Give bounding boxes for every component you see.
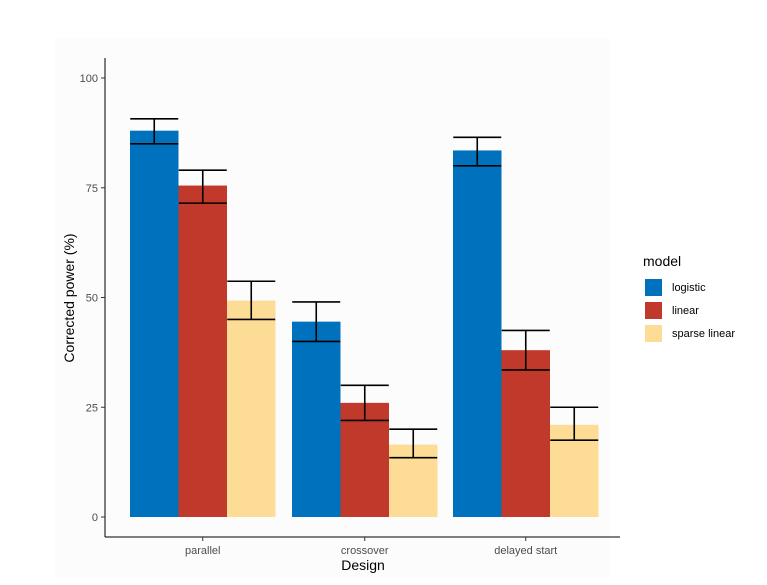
legend-swatch — [645, 325, 662, 342]
legend-item-logistic: logistic — [645, 279, 706, 296]
error-bar-linear-crossover — [340, 384, 389, 422]
y-tick-label: 0 — [92, 512, 98, 524]
error-bar-logistic-crossover — [292, 301, 341, 343]
legend-label: logistic — [672, 282, 706, 294]
bars-layer — [130, 130, 599, 517]
error-bar-linear-delayed-start — [501, 329, 550, 371]
error-bar-sparse-linear-parallel — [227, 280, 276, 321]
legend-label: sparse linear — [672, 328, 735, 340]
legend-title: model — [643, 253, 681, 269]
y-tick-label: 25 — [86, 402, 98, 414]
x-tick-label: parallel — [185, 545, 220, 557]
x-ticks: parallel crossover delayed start — [185, 537, 557, 557]
legend-swatch — [645, 302, 662, 319]
x-axis-title: Design — [341, 557, 385, 573]
legend: model logistic linear sparse linear — [643, 253, 735, 342]
error-bar-sparse-linear-crossover — [389, 428, 438, 459]
y-ticks: 0 25 50 75 100 — [80, 73, 105, 524]
error-bars-layer — [130, 118, 599, 459]
bar-linear-parallel — [178, 185, 227, 517]
y-tick-label: 100 — [80, 73, 98, 85]
bar-linear-crossover — [340, 402, 389, 517]
error-bar-logistic-delayed-start — [453, 136, 502, 167]
x-tick-label: delayed start — [494, 545, 557, 557]
legend-item-linear: linear — [645, 302, 699, 319]
y-tick-label: 50 — [86, 293, 98, 305]
legend-label: linear — [672, 305, 699, 317]
error-bar-logistic-parallel — [130, 118, 179, 145]
bar-logistic-delayed-start — [453, 150, 502, 517]
error-bar-linear-parallel — [178, 169, 227, 204]
legend-swatch — [645, 279, 662, 296]
bar-logistic-crossover — [292, 321, 341, 517]
y-tick-label: 75 — [86, 183, 98, 195]
bar-sparse-linear-parallel — [227, 300, 276, 517]
x-tick-label: crossover — [341, 545, 389, 557]
bar-linear-delayed-start — [501, 350, 550, 517]
error-bar-sparse-linear-delayed-start — [550, 406, 599, 441]
legend-item-sparse-linear: sparse linear — [645, 325, 735, 342]
y-axis-title: Corrected power (%) — [61, 233, 77, 362]
bar-logistic-parallel — [130, 130, 179, 517]
